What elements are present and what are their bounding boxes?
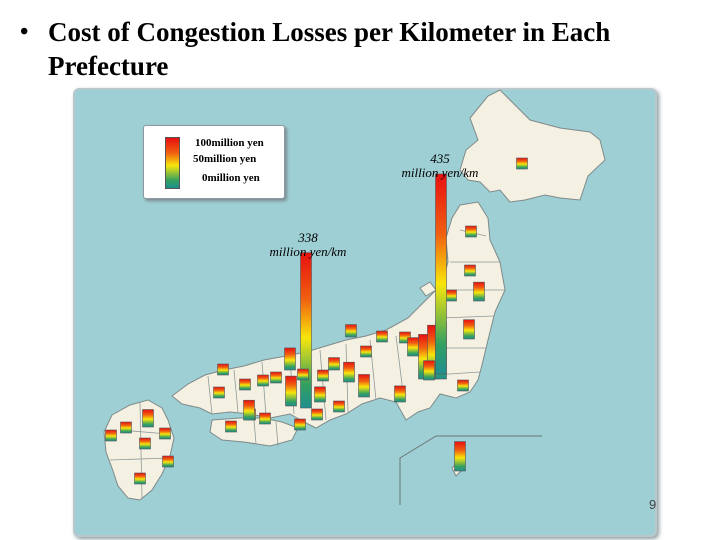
bullet: • bbox=[20, 19, 29, 45]
prefecture-bar bbox=[376, 330, 388, 343]
annotation-second-unit: million yen/km bbox=[269, 244, 347, 259]
prefecture-bar bbox=[225, 420, 237, 433]
prefecture-bars bbox=[105, 157, 528, 485]
prefecture-bar bbox=[463, 319, 475, 340]
prefecture-bar bbox=[162, 455, 174, 468]
hokkaido-shape bbox=[459, 89, 606, 203]
prefecture-bar bbox=[159, 427, 171, 440]
prefecture-bar bbox=[394, 385, 406, 403]
prefecture-bar bbox=[358, 374, 370, 398]
prefecture-bar bbox=[105, 429, 117, 442]
prefecture-bar bbox=[473, 281, 485, 302]
legend-label-low: 0million yen bbox=[202, 172, 260, 184]
prefecture-bar bbox=[314, 386, 326, 403]
prefecture-bar bbox=[217, 363, 229, 376]
legend-color-scale bbox=[165, 137, 180, 189]
prefecture-bar bbox=[317, 369, 329, 382]
prefecture-bar bbox=[270, 371, 282, 384]
prefecture-bar bbox=[435, 173, 447, 375]
prefecture-bar bbox=[311, 408, 323, 421]
prefecture-bar bbox=[407, 337, 419, 357]
prefecture-bar bbox=[239, 378, 251, 391]
annotation-second: 338 million yen/km bbox=[256, 231, 360, 259]
prefecture-bar bbox=[445, 289, 457, 302]
prefecture-bar bbox=[284, 347, 296, 371]
slide-title: Cost of Congestion Losses per Kilometer … bbox=[48, 17, 611, 81]
prefecture-bar bbox=[120, 421, 132, 434]
annotation-peak: 435 million yen/km bbox=[388, 152, 492, 180]
prefecture-bar bbox=[454, 441, 466, 472]
prefecture-bar bbox=[423, 360, 435, 381]
prefecture-bar bbox=[516, 157, 528, 170]
annotation-second-value: 338 bbox=[298, 230, 318, 245]
prefecture-bar bbox=[257, 374, 269, 387]
prefecture-bar bbox=[259, 412, 271, 425]
prefecture-bar bbox=[139, 437, 151, 450]
legend-label-mid: 50million yen bbox=[193, 153, 257, 165]
page-number: 9 bbox=[649, 497, 657, 512]
legend-label-high: 100million yen bbox=[195, 137, 264, 149]
prefecture-bar bbox=[294, 418, 306, 431]
prefecture-bar bbox=[285, 375, 297, 407]
prefecture-bar bbox=[297, 368, 309, 381]
prefecture-bar bbox=[464, 264, 476, 277]
prefecture-bar bbox=[465, 225, 477, 238]
prefecture-bar bbox=[457, 379, 469, 392]
annotation-peak-unit: million yen/km bbox=[401, 165, 479, 180]
prefecture-bar bbox=[333, 400, 345, 413]
annotation-peak-value: 435 bbox=[430, 151, 450, 166]
prefecture-bar bbox=[343, 361, 355, 383]
prefecture-bar bbox=[213, 386, 225, 399]
legend: 100million yen 50million yen 0million ye… bbox=[143, 125, 285, 199]
prefecture-bar bbox=[142, 409, 154, 428]
prefecture-bar bbox=[345, 324, 357, 338]
inset-okinawa-frame bbox=[399, 435, 542, 505]
kyushu-shape bbox=[103, 399, 175, 501]
prefecture-bar bbox=[243, 399, 255, 421]
prefecture-bar bbox=[300, 252, 312, 409]
prefecture-bar bbox=[360, 345, 372, 358]
prefecture-bar bbox=[328, 357, 340, 371]
prefecture-bar bbox=[134, 472, 146, 485]
